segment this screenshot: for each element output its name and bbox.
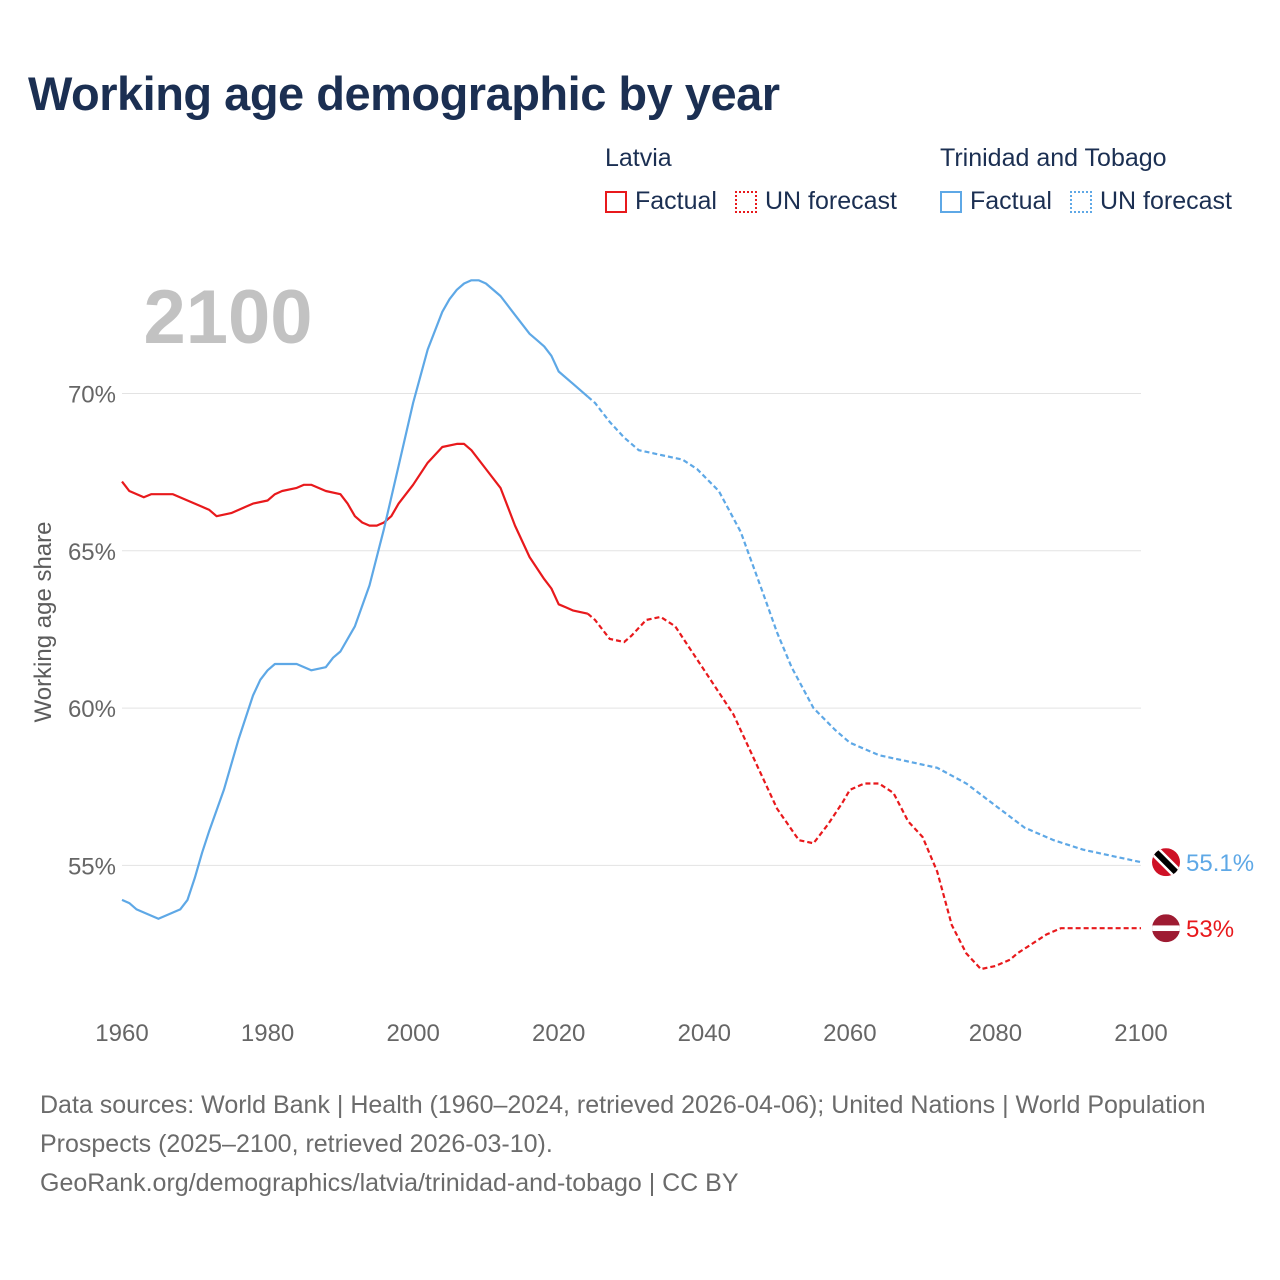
- legend-swatch-latvia-forecast[interactable]: [734, 190, 757, 213]
- source-text: Data sources: World Bank | Health (1960–…: [40, 1091, 1206, 1158]
- series-line-latvia-factual[interactable]: [121, 442, 589, 615]
- legend-swatch-trinidad-factual[interactable]: [940, 190, 962, 213]
- series-line-latvia-forecast[interactable]: [587, 612, 1141, 971]
- legend-latvia: Latvia Factual UN forecast: [605, 144, 915, 216]
- x-tick-label: 2020: [532, 1020, 585, 1047]
- legend-swatch-trinidad-forecast[interactable]: [1069, 190, 1092, 213]
- end-label-latvia: 53%: [1186, 916, 1234, 943]
- y-tick-label: 70%: [68, 382, 116, 409]
- end-label-trinidad: 55.1%: [1186, 850, 1254, 877]
- series-line-trinidad-factual[interactable]: [121, 279, 589, 920]
- source-link[interactable]: GeoRank.org/demographics/latvia/trinidad…: [40, 1169, 739, 1197]
- legend-label-trinidad-factual[interactable]: Factual: [970, 187, 1052, 215]
- source-note: Data sources: World Bank | Health (1960–…: [40, 1086, 1220, 1203]
- x-tick-label: 2060: [823, 1020, 876, 1047]
- legend-label-latvia-factual[interactable]: Factual: [635, 187, 717, 215]
- legend-label-trinidad-forecast[interactable]: UN forecast: [1099, 187, 1232, 215]
- x-tick-label: 1980: [241, 1020, 294, 1047]
- x-tick-label: 2000: [386, 1020, 439, 1047]
- legend-country-latvia: Latvia: [605, 144, 672, 172]
- latvia-flag-icon: [1152, 914, 1180, 943]
- legend-swatch-latvia-factual[interactable]: [605, 190, 627, 213]
- y-tick-label: 55%: [68, 853, 116, 880]
- year-watermark: 2100: [143, 275, 312, 360]
- series-line-trinidad-forecast[interactable]: [587, 395, 1142, 864]
- legend-country-trinidad: Trinidad and Tobago: [940, 144, 1167, 172]
- y-tick-label: 60%: [68, 696, 116, 723]
- x-tick-label: 2080: [969, 1020, 1022, 1047]
- x-tick-label: 1960: [95, 1020, 148, 1047]
- y-tick-label: 65%: [68, 539, 116, 566]
- legend-trinidad: Trinidad and Tobago Factual UN forecast: [940, 144, 1232, 216]
- trinidad-flag-icon: [1152, 848, 1180, 877]
- legend-label-latvia-forecast[interactable]: UN forecast: [764, 187, 897, 215]
- chart-title: Working age demographic by year: [28, 67, 780, 120]
- x-tick-label: 2040: [678, 1020, 731, 1047]
- x-tick-label: 2100: [1114, 1020, 1167, 1047]
- y-axis-label: Working age share: [30, 522, 57, 723]
